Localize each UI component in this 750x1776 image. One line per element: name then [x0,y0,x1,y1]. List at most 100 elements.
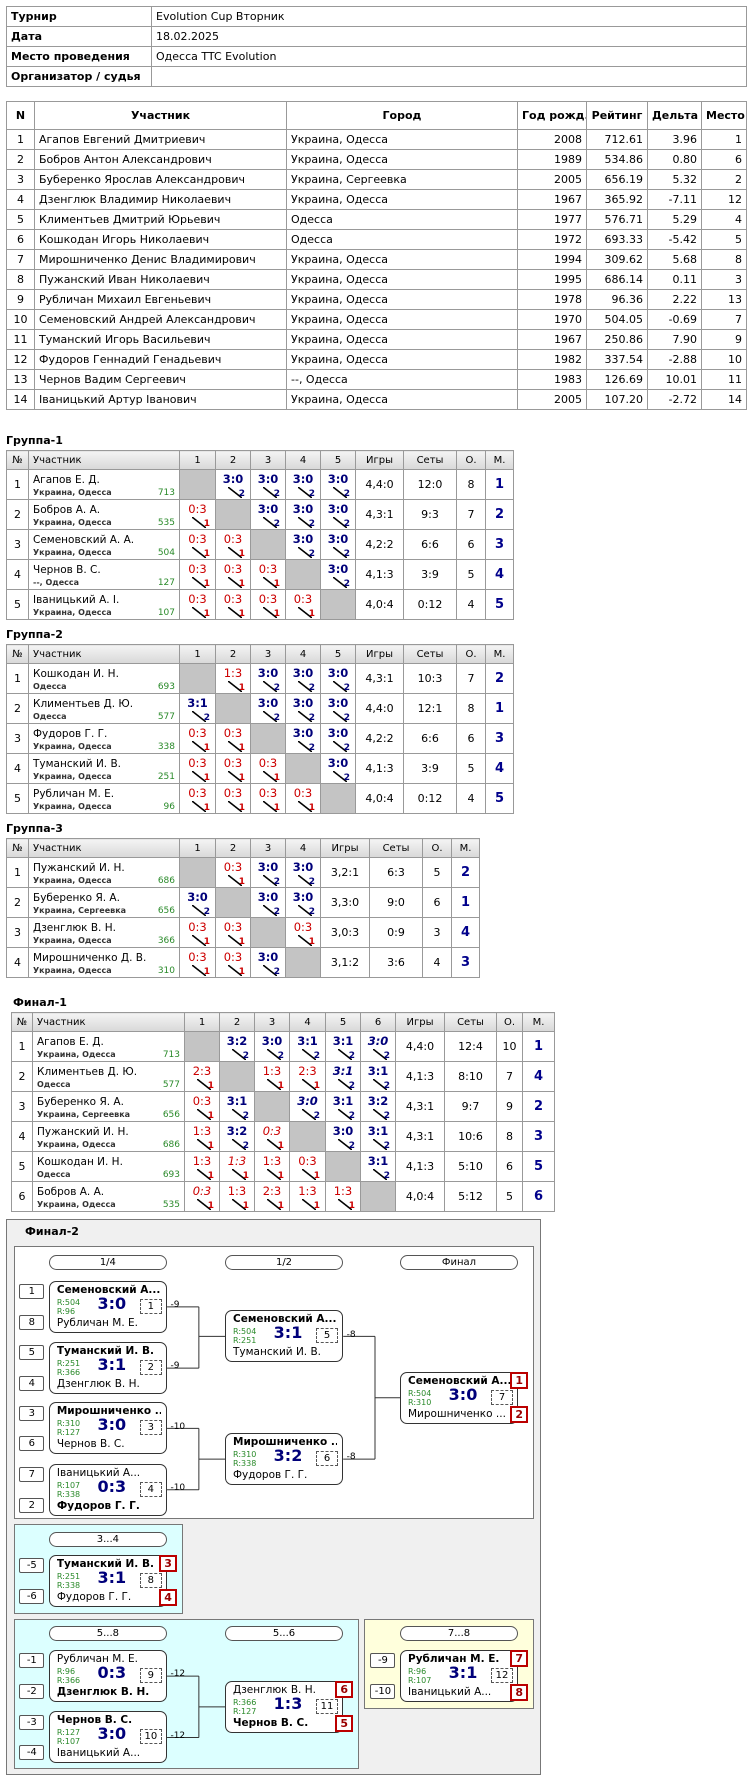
score-cell: 1:3 1 [184,1151,220,1182]
points: 10 [496,1031,523,1062]
participant-cell: -2.88 [647,349,702,370]
loser-goes-to: -10 [170,1421,186,1432]
score: 0:3 [223,920,243,934]
score: 3:1 [297,1034,318,1048]
score: 0:3 [258,592,278,606]
player-rating: 713 [162,1049,180,1060]
score: 3:0 [261,1034,283,1048]
player-name: Кошкодан И. Н. [37,1155,123,1168]
player-city: Украина, Сергеевка [37,1109,131,1119]
participant-cell: 7 [6,249,35,270]
score-cell: 3:0 2 [250,857,286,888]
score-cell: 0:3 1 [215,947,251,978]
participant-cell: --, Одесса [286,369,518,390]
bottom-player: Мирошниченко ... [408,1407,506,1420]
score: 1:3 [227,1154,247,1168]
place: 6 [522,1181,555,1212]
player-info: Одесса 577 [30,710,179,722]
player-name: Кошкодан И. Н. [33,667,119,680]
score-slash [263,801,277,812]
group-row: 1 Пужанский И. Н. Украина, Одесса 686 0:3 1 3:… [6,857,480,888]
column-header: 6 [360,1012,396,1032]
player-info: Одесса 693 [34,1168,184,1180]
score-points: 2 [273,489,280,499]
column-header: 4 [289,1012,326,1032]
info-row: Место проведения Одесса TTC Evolution [6,46,747,67]
participant-cell: Украина, Одесса [286,149,518,170]
column-header: 3 [250,644,286,664]
score-cell: 0:3 1 [285,589,321,620]
score-cell: 0:3 1 [215,783,251,814]
score-slash [267,1079,281,1090]
score-points: 1 [203,579,210,589]
player-cell: Дзенглюк В. Н. Украина, Одесса 366 [28,917,180,948]
top-rating: R:310 [233,1449,257,1459]
score-points: 2 [273,683,280,693]
score: 0:3 [188,756,207,770]
score-cell: 0:3 1 [184,1181,220,1212]
player-cell: Семеновский А. А. Украина, Одесса 504 [28,529,180,560]
seed: -2 [19,1684,45,1700]
column-header: Участник [28,838,180,858]
player-info: Украина, Сергеевка 656 [34,1108,184,1120]
self-cell [360,1181,396,1212]
place: 5 [485,589,514,620]
score-slash [333,741,347,752]
score: 3:2 [226,1034,248,1048]
score: 1:3 [227,1184,247,1198]
loser-goes-to: -12 [170,1669,186,1680]
group-table: № Участник 1 2 3 4 5 Игры Сеты О. М. 1 Кошкодан И. Н… [6,644,514,814]
score-slash [263,681,277,692]
participant-cell: 656.19 [586,169,648,190]
player-city: Украина, Одесса [37,1199,116,1209]
participant-cell: Украина, Одесса [286,389,518,410]
row-number: 1 [6,857,29,888]
player-name: Агапов Е. Д. [37,1035,104,1048]
score-cell: 3:1 2 [219,1091,255,1122]
score-points: 1 [203,967,210,977]
column-header: № [6,644,29,664]
score-cell: 0:3 1 [215,917,251,948]
score-slash [302,1109,316,1120]
match-score: 3:0 [97,1415,127,1435]
column-header: 4 [285,644,321,664]
place: 5 [522,1151,555,1182]
sets: 0:12 [403,589,457,620]
group-row: 2 Климентьев Д. Ю. Одесса 577 3:1 2 3:0 2 3:0 2 3:… [6,693,514,724]
player-name: Агапов Е. Д. [33,473,100,486]
score: 3:0 [367,1034,389,1048]
score: 3:0 [257,502,279,516]
score-cell: 0:3 1 [179,529,216,560]
score-slash [228,607,242,618]
score-cell: 3:0 2 [285,723,321,754]
bottom-player: Туманский И. В. [233,1346,322,1359]
sets: 9:3 [403,499,457,530]
score-cell: 3:0 2 [285,857,321,888]
score: 3:1 [332,1064,354,1078]
participant-cell: -5.42 [647,229,702,250]
participant-cell: -7.11 [647,189,702,210]
score-slash [197,1199,211,1210]
player-city: Одесса [33,681,67,691]
score-cell: 3:0 2 [320,559,356,590]
score-cell: 3:0 2 [325,1121,361,1152]
sets: 5:10 [444,1151,497,1182]
participant-row: 4 Дзенглюк Владимир Николаевич Украина, Од… [6,189,747,210]
score-cell: 3:0 2 [320,693,356,724]
column-header: 2 [215,838,251,858]
match-score: 3:0 [448,1384,478,1404]
player-name: Чернов В. С. [33,563,101,576]
loser-goes-to: -10 [170,1482,186,1493]
player-cell: Іваницький А. І. Украина, Одесса 107 [28,589,180,620]
score-points: 1 [238,683,245,693]
participant-cell: Пужанский Иван Николаевич [34,269,287,290]
score-points: 2 [383,1141,390,1151]
participant-cell: 10 [6,309,35,330]
participant-cell: 250.86 [586,329,648,350]
points: 7 [456,499,486,530]
player-cell: Фудоров Г. Г. Украина, Одесса 338 [28,723,180,754]
group-row: 1 Кошкодан И. Н. Одесса 693 1:3 1 3:0 2 3:0 2 3:0 2… [6,663,514,694]
participant-cell: 2008 [517,129,587,150]
info-table: Турнир Evolution Cup Вторник Дата 18.02.202… [6,6,747,87]
